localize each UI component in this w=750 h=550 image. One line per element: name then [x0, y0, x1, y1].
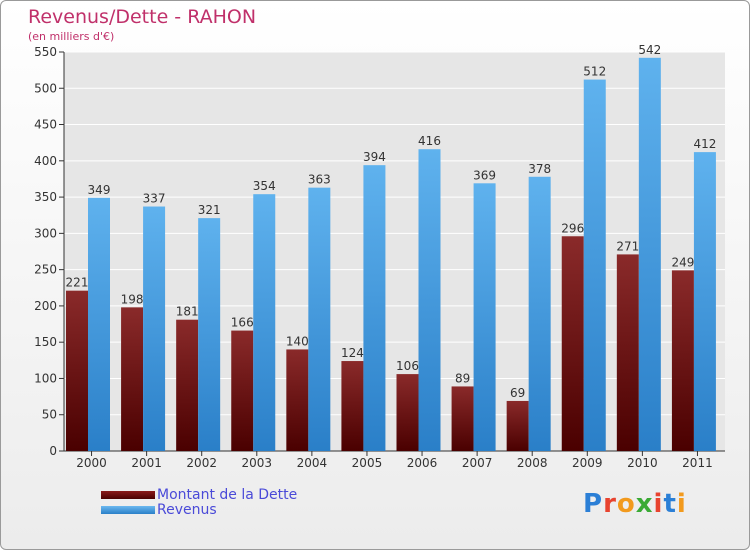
data-label-revenus: 412: [693, 137, 716, 151]
legend-item-dette: Montant de la Dette: [101, 487, 297, 503]
data-label-dette: 249: [671, 255, 694, 269]
bar-revenus: [473, 183, 496, 452]
legend-item-revenus: Revenus: [101, 502, 217, 518]
x-tick-label: 2009: [572, 456, 603, 470]
bar-dette: [121, 307, 144, 451]
bar-dette: [341, 361, 364, 451]
logo-letter: r: [603, 489, 617, 519]
y-tick-label: 550: [34, 45, 57, 59]
plot-area: [64, 52, 725, 451]
bar-dette: [66, 290, 88, 451]
x-tick-label: 2000: [76, 456, 107, 470]
proxiti-logo: Proxiti: [583, 489, 687, 519]
data-label-revenus: 354: [253, 179, 276, 193]
data-label-dette: 69: [510, 386, 525, 400]
y-tick-label: 350: [34, 190, 57, 204]
legend-swatch-revenus: [101, 506, 155, 514]
y-tick-label: 0: [49, 444, 57, 458]
y-tick-label: 150: [34, 335, 57, 349]
x-tick-label: 2004: [297, 456, 328, 470]
bar-dette: [506, 400, 529, 451]
chart-title: Revenus/Dette - RAHON: [28, 6, 257, 28]
data-label-revenus: 321: [198, 203, 221, 217]
bar-revenus: [583, 79, 606, 452]
bar-dette: [286, 349, 309, 451]
bar-dette: [616, 254, 639, 451]
x-tick-label: 2005: [352, 456, 383, 470]
bar-dette: [176, 319, 199, 451]
legend-label-dette: Montant de la Dette: [157, 487, 298, 503]
data-label-revenus: 512: [583, 65, 606, 79]
x-tick-label: 2010: [627, 456, 658, 470]
logo-letter: o: [616, 489, 636, 519]
bar-dette: [671, 270, 694, 451]
legend-swatch-dette: [101, 491, 155, 499]
bar-revenus: [308, 187, 331, 451]
bar-revenus: [528, 176, 551, 451]
data-label-dette: 89: [455, 371, 470, 385]
data-label-revenus: 369: [473, 168, 496, 182]
x-tick-label: 2011: [682, 456, 713, 470]
bar-dette: [231, 330, 254, 451]
logo-letter: t: [663, 489, 677, 519]
logo-letter: i: [653, 489, 664, 519]
logo-letter: x: [635, 489, 654, 519]
y-tick-label: 50: [42, 408, 57, 422]
y-tick-label: 450: [34, 118, 57, 132]
y-tick-label: 300: [34, 226, 57, 240]
bar-revenus: [198, 218, 221, 451]
y-tick-label: 200: [34, 299, 57, 313]
logo-letter: i: [676, 489, 687, 519]
data-label-revenus: 378: [528, 162, 551, 176]
legend-label-revenus: Revenus: [157, 502, 217, 518]
data-label-revenus: 337: [143, 192, 166, 206]
bar-revenus: [638, 57, 661, 451]
data-label-dette: 271: [616, 239, 639, 253]
bar-dette: [561, 236, 584, 451]
x-tick-label: 2002: [186, 456, 217, 470]
y-tick-label: 400: [34, 154, 57, 168]
bar-revenus: [363, 165, 386, 452]
bar-revenus: [693, 152, 716, 451]
x-tick-label: 2007: [462, 456, 493, 470]
data-label-dette: 124: [341, 346, 364, 360]
data-label-dette: 140: [286, 334, 309, 348]
bar-revenus: [88, 197, 110, 451]
data-label-dette: 296: [561, 221, 584, 235]
data-label-dette: 166: [231, 316, 254, 330]
bar-dette: [396, 374, 419, 451]
x-tick-label: 2006: [407, 456, 438, 470]
y-tick-label: 100: [34, 371, 57, 385]
bar-dette: [451, 386, 474, 451]
data-label-revenus: 542: [638, 43, 661, 57]
bar-revenus: [418, 149, 441, 451]
data-label-revenus: 416: [418, 134, 441, 148]
y-tick-label: 500: [34, 81, 57, 95]
x-tick-label: 2003: [242, 456, 273, 470]
bar-revenus: [253, 194, 276, 451]
data-label-dette: 106: [396, 359, 419, 373]
x-tick-label: 2008: [517, 456, 548, 470]
data-label-revenus: 394: [363, 150, 386, 164]
data-label-dette: 198: [121, 292, 144, 306]
logo-letter: P: [583, 489, 604, 519]
data-label-dette: 221: [66, 276, 89, 290]
x-tick-label: 2001: [131, 456, 162, 470]
bar-revenus: [143, 206, 166, 451]
chart-subtitle: (en milliers d'€): [28, 30, 115, 43]
data-label-dette: 181: [176, 305, 199, 319]
data-label-revenus: 363: [308, 173, 331, 187]
y-tick-label: 250: [34, 263, 57, 277]
data-label-revenus: 349: [88, 183, 111, 197]
